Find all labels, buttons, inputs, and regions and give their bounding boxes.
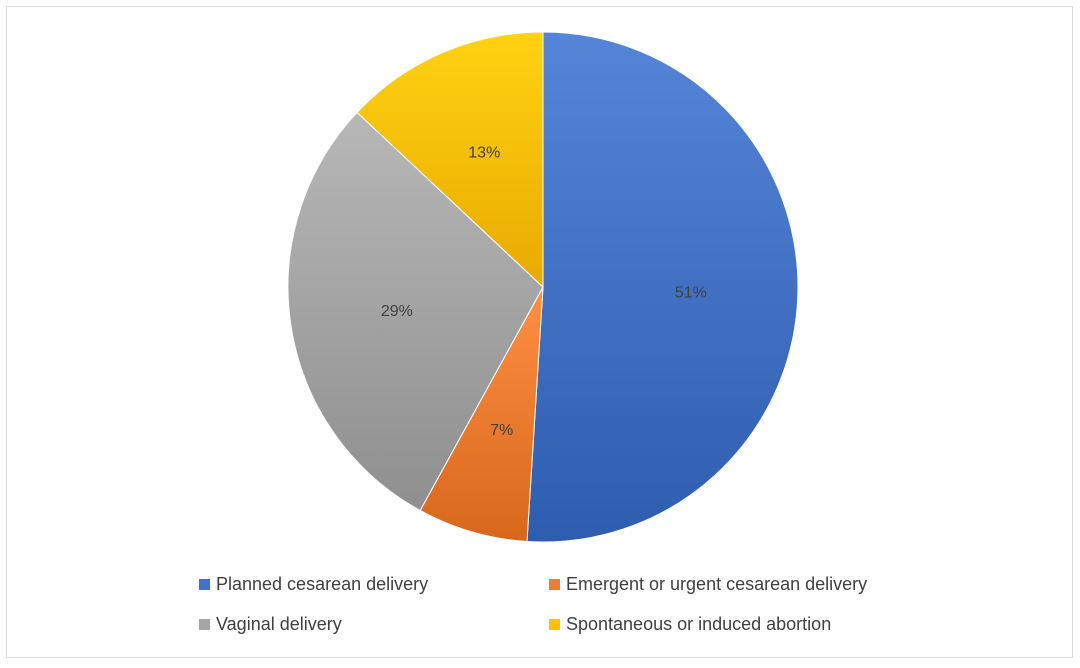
legend-swatch-planned-cesarean [199,578,210,590]
pie-slice-2 [287,111,544,512]
pie-data-label-3: 13% [468,144,500,161]
legend-label-abortion: Spontaneous or induced abortion [566,613,832,634]
pie-slice-3 [356,31,544,289]
pie-slice-1 [419,286,544,543]
legend-swatch-vaginal-delivery [199,618,210,630]
legend-item-abortion: Spontaneous or induced abortion [549,613,959,635]
pie-slice-0 [526,31,799,543]
pie-chart: 51% 7% 29% 13% [287,31,799,543]
legend-swatch-abortion [549,618,560,630]
legend-label-emergent-cesarean: Emergent or urgent cesarean delivery [566,573,868,594]
legend-item-emergent-cesarean: Emergent or urgent cesarean delivery [549,573,959,595]
chart-area: 51% 7% 29% 13% Planned cesarean delivery Em… [6,6,1073,658]
legend-label-vaginal-delivery: Vaginal delivery [216,613,342,634]
legend-item-planned-cesarean: Planned cesarean delivery [199,573,549,595]
pie-data-labels: 51% 7% 29% 13% [381,144,707,439]
legend-swatch-emergent-cesarean [549,578,560,590]
legend-label-planned-cesarean: Planned cesarean delivery [216,573,429,594]
pie-data-label-0: 51% [675,285,707,302]
legend-item-vaginal-delivery: Vaginal delivery [199,613,549,635]
pie-slices [287,31,799,543]
pie-data-label-1: 7% [490,422,513,439]
chart-legend: Planned cesarean delivery Emergent or ur… [199,573,959,635]
pie-data-label-2: 29% [381,303,413,320]
